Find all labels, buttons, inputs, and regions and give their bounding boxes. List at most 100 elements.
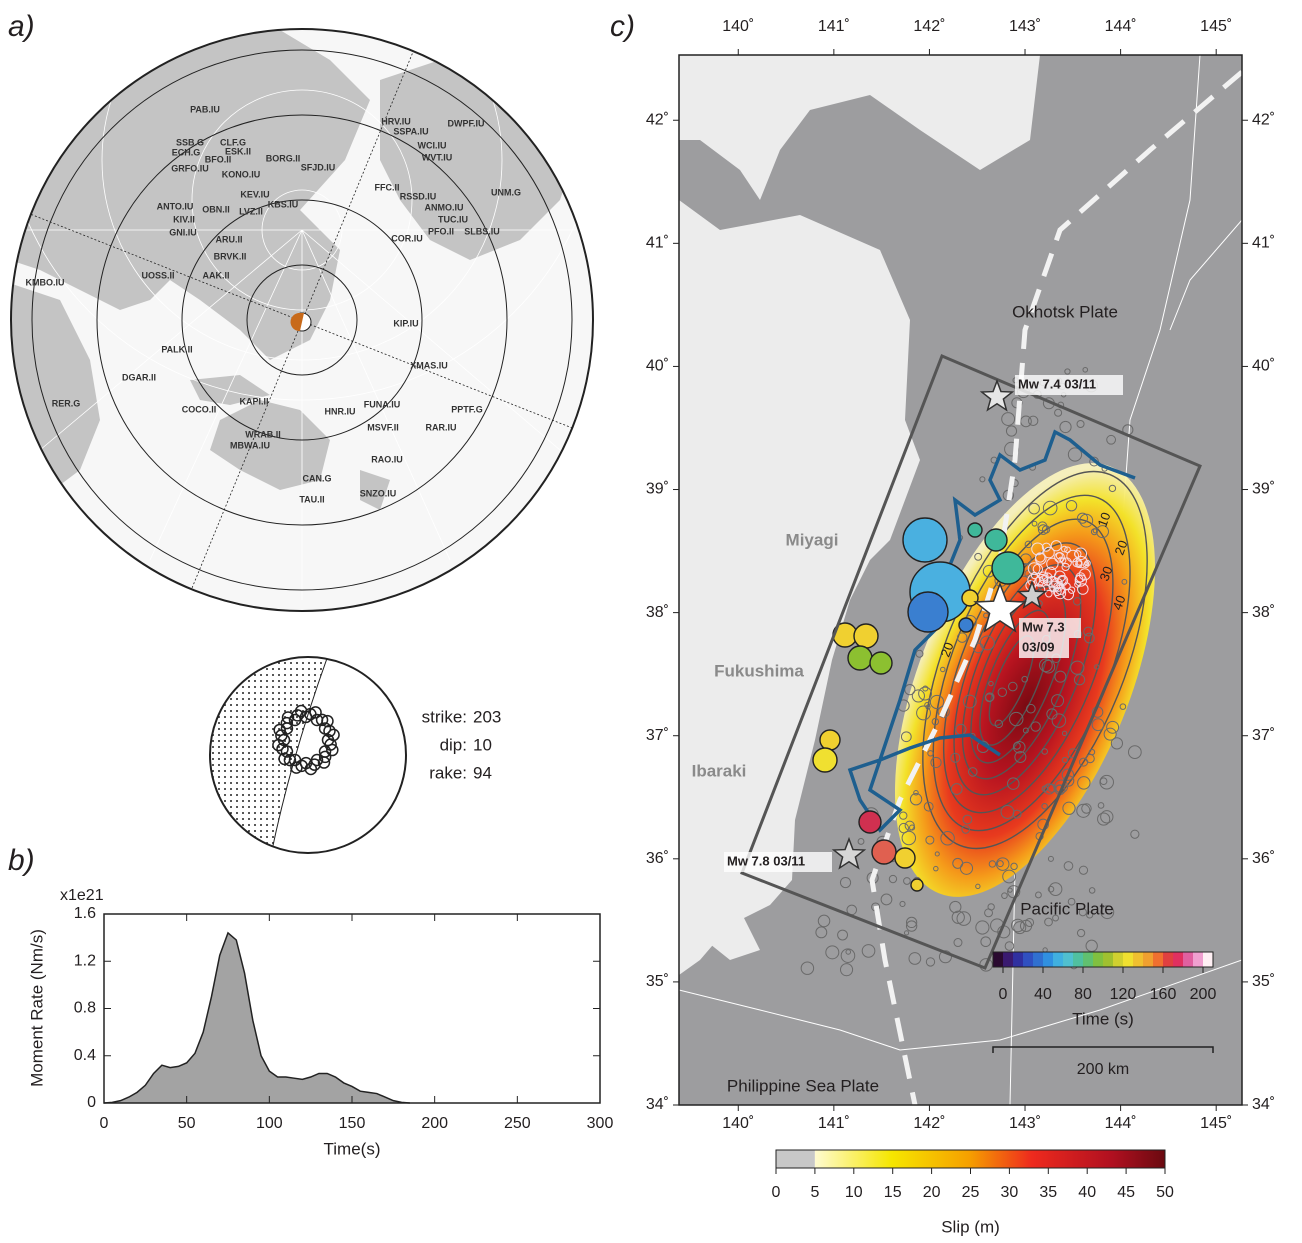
- station-label: TAU.II: [299, 494, 324, 504]
- y-tick-label: 39˚: [646, 481, 669, 498]
- x-tick-label: 142˚: [913, 18, 945, 35]
- colorbar-segment: [1113, 952, 1124, 967]
- station-label: AAK.II: [203, 270, 230, 280]
- colorbar-segment: [1093, 952, 1104, 967]
- colorbar-tick-label: 50: [1156, 1184, 1174, 1201]
- station-label: COR.IU: [391, 233, 423, 243]
- colorbar-tick-label: 35: [1039, 1184, 1057, 1201]
- station-label: SFJD.IU: [301, 162, 336, 172]
- station-label: FUNA.IU: [364, 399, 401, 409]
- mechanism-param-label: rake:: [429, 763, 467, 782]
- station-label: DWPF.IU: [448, 118, 485, 128]
- colorbar-segment: [1053, 952, 1064, 967]
- station-label: PPTF.G: [451, 404, 483, 414]
- subevent: [854, 624, 878, 648]
- mechanism-param-value: 94: [473, 763, 492, 782]
- station-label: RER.G: [52, 398, 81, 408]
- colorbar-segment: [1103, 952, 1114, 967]
- subevent: [813, 748, 837, 772]
- y-tick-label: 37˚: [1252, 727, 1275, 744]
- station-label: PAB.IU: [190, 104, 220, 114]
- panel-label: a): [8, 10, 35, 43]
- mechanism-param-value: 10: [473, 735, 492, 754]
- colorbar-segment: [1023, 952, 1034, 967]
- x-tick-label: 250: [504, 1115, 531, 1132]
- x-tick-label: 141˚: [818, 18, 850, 35]
- panel-label: b): [8, 844, 35, 877]
- station-label: KMBO.IU: [26, 277, 65, 287]
- station-label: RAR.IU: [426, 422, 457, 432]
- y-tick-label: 41˚: [646, 235, 669, 252]
- y-tick-label: 38˚: [646, 604, 669, 621]
- colorbar-segment: [815, 1150, 1165, 1168]
- x-tick-label: 144˚: [1105, 18, 1137, 35]
- x-tick-label: 100: [256, 1115, 283, 1132]
- station-label: GRFO.IU: [171, 163, 209, 173]
- station-label: BORG.II: [266, 153, 301, 163]
- colorbar-label: Slip (m): [941, 1217, 1000, 1236]
- event-label: Mw 7.4 03/11: [1018, 376, 1096, 391]
- station-label: SNZO.IU: [360, 488, 397, 498]
- colorbar-segment: [1123, 952, 1134, 967]
- subevent: [992, 552, 1024, 584]
- colorbar-segment: [993, 952, 1004, 967]
- colorbar-label: Time (s): [1072, 1009, 1134, 1028]
- station-label: GNI.IU: [169, 227, 197, 237]
- colorbar-segment: [1133, 952, 1144, 967]
- colorbar-tick-label: 25: [962, 1184, 980, 1201]
- station-label: KONO.IU: [222, 169, 261, 179]
- station-label: HRV.IU: [381, 116, 411, 126]
- colorbar-segment: [1013, 952, 1024, 967]
- focal-mechanism: [200, 650, 406, 860]
- station-label: ANMO.IU: [425, 202, 464, 212]
- y-tick-label: 42˚: [646, 111, 669, 128]
- x-axis-label: Time(s): [324, 1139, 381, 1158]
- colorbar-segment: [1033, 952, 1044, 967]
- subevent: [911, 879, 923, 891]
- x-tick-label: 300: [587, 1115, 614, 1132]
- station-label: KAPI.II: [239, 396, 268, 406]
- scale-bar-label: 200 km: [1077, 1061, 1129, 1078]
- colorbar-tick-label: 30: [1001, 1184, 1019, 1201]
- x-tick-label: 50: [178, 1115, 196, 1132]
- prefecture-label: Fukushima: [714, 661, 804, 680]
- station-label: CAN.G: [303, 473, 332, 483]
- station-label: PALK.II: [161, 344, 192, 354]
- mechanism-param-label: dip:: [440, 735, 467, 754]
- subevent: [985, 529, 1007, 551]
- station-label: MBWA.IU: [230, 440, 270, 450]
- slip-map: 140˚140˚141˚141˚142˚142˚143˚143˚144˚144˚…: [646, 18, 1275, 1236]
- subevent: [968, 523, 982, 537]
- colorbar-tick-label: 160: [1150, 986, 1177, 1003]
- subevent: [872, 840, 896, 864]
- mechanism-param-value: 203: [473, 707, 501, 726]
- subevent: [959, 618, 973, 632]
- station-label: KIV.II: [173, 214, 195, 224]
- colorbar-segment: [1173, 952, 1184, 967]
- station-label: WVT.IU: [422, 152, 453, 162]
- plate-label: Philippine Sea Plate: [727, 1076, 879, 1095]
- station-label: XMAS.IU: [410, 360, 448, 370]
- y-tick-label: 1.2: [74, 952, 96, 969]
- station-label: KBS.IU: [268, 199, 299, 209]
- colorbar-segment: [1163, 952, 1174, 967]
- subevent: [848, 646, 872, 670]
- x-tick-label: 0: [100, 1115, 109, 1132]
- colorbar-tick-label: 40: [1078, 1184, 1096, 1201]
- colorbar-segment: [1143, 952, 1154, 967]
- y-tick-label: 34˚: [646, 1096, 669, 1113]
- station-label: MSVF.II: [367, 422, 399, 432]
- multiplier: x1e21: [60, 887, 104, 904]
- station-label: BRVK.II: [214, 251, 247, 261]
- station-label: OBN.II: [202, 204, 230, 214]
- colorbar-segment: [1153, 952, 1164, 967]
- y-tick-label: 0: [87, 1094, 96, 1111]
- colorbar-segment: [1073, 952, 1084, 967]
- colorbar-tick-label: 20: [923, 1184, 941, 1201]
- colorbar-segment: [1003, 952, 1014, 967]
- y-tick-label: 41˚: [1252, 235, 1275, 252]
- station-label: DGAR.II: [122, 372, 156, 382]
- subevent: [903, 518, 947, 562]
- plate-label: Pacific Plate: [1020, 899, 1114, 918]
- y-tick-label: 0.4: [74, 1047, 96, 1064]
